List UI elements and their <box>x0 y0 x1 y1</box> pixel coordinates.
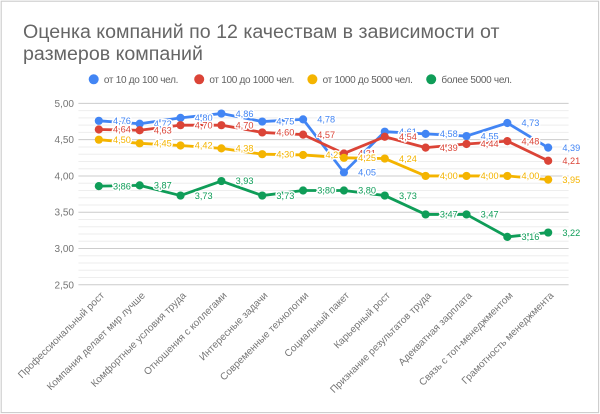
svg-text:4,48: 4,48 <box>522 136 540 146</box>
svg-text:4,70: 4,70 <box>236 120 254 130</box>
svg-text:4,61: 4,61 <box>399 127 417 137</box>
svg-text:4,55: 4,55 <box>481 131 499 141</box>
svg-text:4,29: 4,29 <box>325 150 343 160</box>
svg-text:4,64: 4,64 <box>113 125 131 135</box>
svg-text:4,21: 4,21 <box>562 156 580 166</box>
svg-text:4,57: 4,57 <box>317 130 335 140</box>
svg-text:4,58: 4,58 <box>440 129 458 139</box>
svg-text:4,50: 4,50 <box>55 135 75 146</box>
svg-text:3,95: 3,95 <box>562 175 580 185</box>
svg-text:3,93: 3,93 <box>236 176 254 186</box>
svg-text:4,80: 4,80 <box>195 113 213 123</box>
svg-text:4,25: 4,25 <box>358 153 376 163</box>
svg-text:3,47: 3,47 <box>440 210 458 220</box>
svg-text:4,44: 4,44 <box>481 139 499 149</box>
svg-text:более 5000 чел.: более 5000 чел. <box>441 74 511 86</box>
svg-text:3,73: 3,73 <box>195 191 213 201</box>
svg-text:4,00: 4,00 <box>522 171 540 181</box>
svg-text:3,50: 3,50 <box>55 208 75 219</box>
svg-text:4,63: 4,63 <box>154 125 172 135</box>
svg-text:5,00: 5,00 <box>55 99 75 110</box>
svg-text:4,00: 4,00 <box>55 171 75 182</box>
svg-text:3,22: 3,22 <box>562 228 580 238</box>
svg-text:4,24: 4,24 <box>399 154 417 164</box>
svg-text:3,73: 3,73 <box>276 191 294 201</box>
svg-text:4,75: 4,75 <box>276 117 294 127</box>
svg-text:4,31: 4,31 <box>358 149 376 159</box>
svg-text:4,86: 4,86 <box>236 109 254 119</box>
svg-text:4,42: 4,42 <box>195 141 213 151</box>
svg-text:3,47: 3,47 <box>481 210 499 220</box>
svg-text:размеров компаний: размеров компаний <box>23 43 203 65</box>
svg-text:4,73: 4,73 <box>522 118 540 128</box>
svg-text:2,50: 2,50 <box>55 280 75 291</box>
svg-text:3,73: 3,73 <box>399 191 417 201</box>
svg-text:4,72: 4,72 <box>154 119 172 129</box>
svg-text:4,39: 4,39 <box>440 143 458 153</box>
svg-text:4,00: 4,00 <box>481 171 499 181</box>
svg-text:4,45: 4,45 <box>154 139 172 149</box>
svg-text:4,39: 4,39 <box>562 143 580 153</box>
svg-text:4,70: 4,70 <box>195 120 213 130</box>
svg-text:3,00: 3,00 <box>55 244 75 255</box>
svg-text:4,00: 4,00 <box>440 171 458 181</box>
svg-text:от 100 до 1000 чел.: от 100 до 1000 чел. <box>209 75 294 86</box>
svg-text:3,87: 3,87 <box>154 181 172 191</box>
svg-text:4,78: 4,78 <box>317 115 335 125</box>
svg-text:3,80: 3,80 <box>358 186 376 196</box>
svg-text:Оценка компаний по 12 качества: Оценка компаний по 12 качествам в зависи… <box>23 21 499 43</box>
svg-text:4,05: 4,05 <box>358 168 376 178</box>
svg-text:3,80: 3,80 <box>317 186 335 196</box>
svg-text:4,76: 4,76 <box>113 116 131 126</box>
svg-text:3,86: 3,86 <box>113 181 131 191</box>
svg-text:4,38: 4,38 <box>236 144 254 154</box>
svg-text:4,60: 4,60 <box>276 128 294 138</box>
svg-text:от 10 до 100 чел.: от 10 до 100 чел. <box>104 75 178 86</box>
svg-text:3,16: 3,16 <box>522 232 540 242</box>
svg-text:4,30: 4,30 <box>276 149 294 159</box>
svg-text:4,54: 4,54 <box>399 132 417 142</box>
svg-text:4,50: 4,50 <box>113 135 131 145</box>
svg-text:от 1000 до 5000 чел.: от 1000 до 5000 чел. <box>323 75 413 86</box>
